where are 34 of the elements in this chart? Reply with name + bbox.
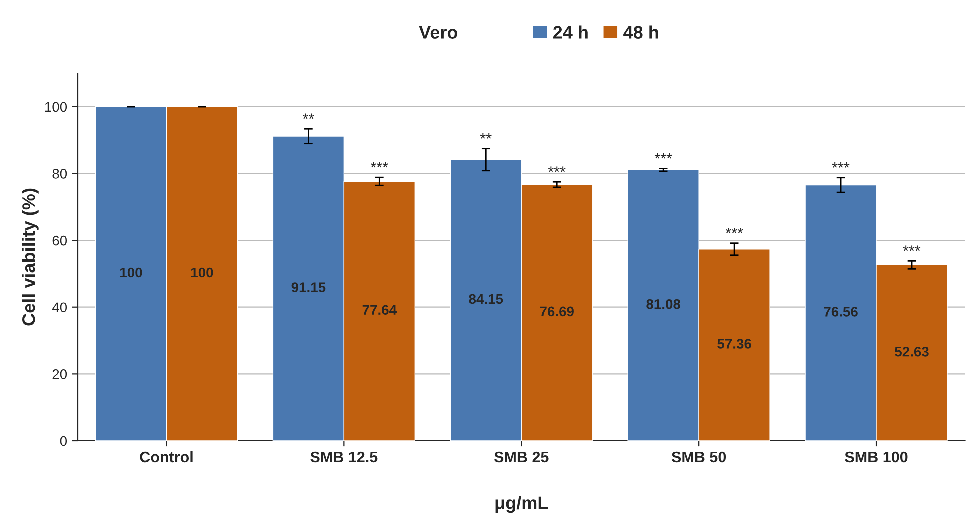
legend-label: 24 h <box>553 26 588 39</box>
data-label: 76.56 <box>824 307 858 317</box>
y-tick-label: 80 <box>52 169 68 179</box>
y-axis-title: Cell viability (%) <box>22 188 39 326</box>
data-label: 52.63 <box>895 346 929 357</box>
annotation: *** <box>654 153 672 159</box>
annotation: *** <box>726 228 744 234</box>
annotation: *** <box>548 166 566 172</box>
annotation: ** <box>480 133 492 139</box>
y-tick-label: 100 <box>45 102 68 112</box>
y-tick-label: 0 <box>60 436 68 446</box>
annotation: *** <box>370 162 388 168</box>
data-label: 77.64 <box>362 305 397 316</box>
data-label: 81.08 <box>646 299 681 310</box>
legend-label: 48 h <box>624 26 658 39</box>
annotation: *** <box>903 246 921 252</box>
y-tick-label: 20 <box>52 370 68 380</box>
x-tick-label: SMB 50 <box>672 452 726 463</box>
data-label: 57.36 <box>718 339 752 349</box>
chart-title: Vero <box>419 26 458 39</box>
x-tick-label: Control <box>140 451 193 463</box>
data-label: 91.15 <box>292 282 326 292</box>
annotation: ** <box>302 114 314 120</box>
data-label: 100 <box>120 268 142 278</box>
data-label: 100 <box>192 268 214 278</box>
y-tick-label: 60 <box>52 236 68 246</box>
y-tick-label: 40 <box>52 302 68 313</box>
x-axis-title: μg/mL <box>496 496 548 514</box>
annotation: *** <box>832 162 850 168</box>
data-label: 84.15 <box>469 294 504 304</box>
data-label: 76.69 <box>540 306 574 317</box>
x-tick-label: SMB 25 <box>494 452 549 463</box>
x-tick-label: SMB 12.5 <box>310 452 378 463</box>
x-tick-label: SMB 100 <box>845 452 908 463</box>
